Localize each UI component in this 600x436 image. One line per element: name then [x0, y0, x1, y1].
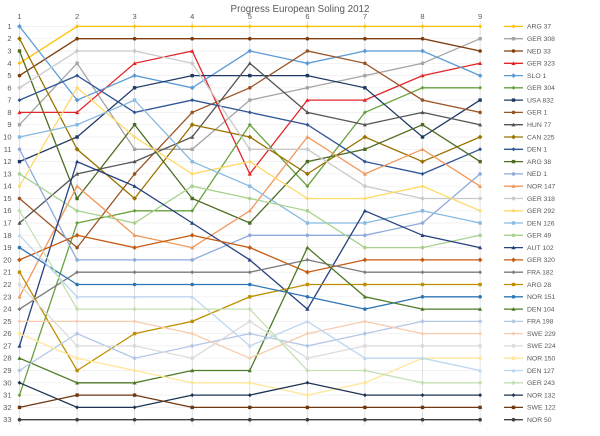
svg-text:NOR 50: NOR 50: [527, 417, 552, 424]
svg-text:NOR 132: NOR 132: [527, 392, 556, 399]
svg-text:DEN 126: DEN 126: [527, 220, 555, 227]
svg-text:33: 33: [3, 415, 11, 424]
svg-text:2: 2: [7, 34, 11, 43]
svg-text:22: 22: [3, 280, 11, 289]
svg-text:20: 20: [3, 255, 11, 264]
svg-text:21: 21: [3, 268, 11, 277]
svg-text:SWE 224: SWE 224: [527, 343, 556, 350]
svg-text:3: 3: [133, 12, 137, 21]
svg-text:FRA 182: FRA 182: [527, 270, 554, 277]
svg-text:32: 32: [3, 403, 11, 412]
svg-text:5: 5: [7, 71, 11, 80]
svg-text:5: 5: [248, 12, 252, 21]
svg-text:CAN 225: CAN 225: [527, 134, 555, 141]
svg-text:SWE 229: SWE 229: [527, 331, 556, 338]
svg-text:HUN 77: HUN 77: [527, 122, 551, 129]
svg-text:24: 24: [3, 305, 11, 314]
svg-text:17: 17: [3, 219, 11, 228]
svg-text:8: 8: [7, 108, 11, 117]
svg-text:7: 7: [7, 96, 11, 105]
svg-text:19: 19: [3, 243, 11, 252]
svg-text:4: 4: [190, 12, 194, 21]
svg-text:10: 10: [3, 133, 11, 142]
svg-text:28: 28: [3, 354, 11, 363]
svg-text:1: 1: [17, 12, 21, 21]
svg-text:DEN 127: DEN 127: [527, 368, 555, 375]
svg-text:29: 29: [3, 366, 11, 375]
svg-text:2: 2: [75, 12, 79, 21]
svg-text:7: 7: [363, 12, 367, 21]
svg-text:30: 30: [3, 378, 11, 387]
svg-text:6: 6: [305, 12, 309, 21]
svg-text:AUT 102: AUT 102: [527, 245, 554, 252]
svg-text:13: 13: [3, 169, 11, 178]
svg-text:16: 16: [3, 206, 11, 215]
svg-text:NED 33: NED 33: [527, 48, 551, 55]
svg-text:26: 26: [3, 329, 11, 338]
svg-text:6: 6: [7, 83, 11, 92]
svg-text:ARG 37: ARG 37: [527, 24, 551, 31]
svg-text:GER 1: GER 1: [527, 110, 548, 117]
svg-text:GER 320: GER 320: [527, 257, 555, 264]
svg-text:ARG 38: ARG 38: [527, 159, 551, 166]
svg-text:DEN 1: DEN 1: [527, 147, 547, 154]
svg-text:15: 15: [3, 194, 11, 203]
svg-text:NOR 150: NOR 150: [527, 356, 556, 363]
svg-text:8: 8: [420, 12, 424, 21]
svg-text:GER 243: GER 243: [527, 380, 555, 387]
svg-text:23: 23: [3, 292, 11, 301]
svg-text:3: 3: [7, 47, 11, 56]
svg-text:4: 4: [7, 59, 11, 68]
svg-text:GER 304: GER 304: [527, 85, 555, 92]
svg-text:NOR 147: NOR 147: [527, 184, 556, 191]
svg-text:25: 25: [3, 317, 11, 326]
svg-text:18: 18: [3, 231, 11, 240]
svg-text:14: 14: [3, 182, 11, 191]
svg-text:27: 27: [3, 341, 11, 350]
svg-text:GER 292: GER 292: [527, 208, 555, 215]
svg-text:SWE 122: SWE 122: [527, 405, 556, 412]
svg-text:NOR 151: NOR 151: [527, 294, 556, 301]
svg-text:NED 1: NED 1: [527, 171, 547, 178]
svg-text:11: 11: [4, 145, 12, 154]
svg-text:ARG 28: ARG 28: [527, 282, 551, 289]
svg-text:9: 9: [478, 12, 482, 21]
svg-text:GER 49: GER 49: [527, 233, 551, 240]
svg-text:GER 323: GER 323: [527, 61, 555, 68]
svg-text:DEN 104: DEN 104: [527, 306, 555, 313]
svg-text:1: 1: [7, 22, 11, 31]
svg-text:31: 31: [3, 391, 11, 400]
svg-text:Progress European Soling 2012: Progress European Soling 2012: [231, 4, 370, 15]
svg-text:SLO 1: SLO 1: [527, 73, 546, 80]
svg-text:USA 832: USA 832: [527, 97, 554, 104]
svg-text:12: 12: [3, 157, 11, 166]
svg-text:FRA 198: FRA 198: [527, 319, 554, 326]
svg-text:GER 318: GER 318: [527, 196, 555, 203]
svg-text:9: 9: [7, 120, 11, 129]
svg-text:GER 308: GER 308: [527, 36, 555, 43]
